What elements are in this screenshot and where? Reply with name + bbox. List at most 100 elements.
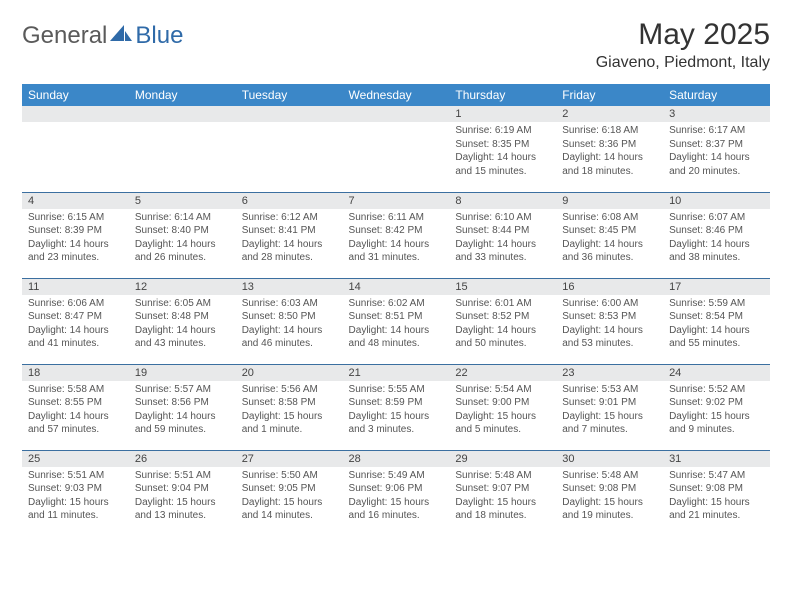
day-number: 30: [556, 451, 663, 467]
sunset-text: Sunset: 8:36 PM: [562, 138, 657, 152]
day-details: Sunrise: 6:15 AMSunset: 8:39 PMDaylight:…: [22, 209, 129, 269]
sunset-text: Sunset: 8:41 PM: [242, 224, 337, 238]
day-number: 5: [129, 193, 236, 209]
calendar-week-row: 18Sunrise: 5:58 AMSunset: 8:55 PMDayligh…: [22, 364, 770, 450]
day-details: Sunrise: 6:00 AMSunset: 8:53 PMDaylight:…: [556, 295, 663, 355]
calendar-cell: 20Sunrise: 5:56 AMSunset: 8:58 PMDayligh…: [236, 364, 343, 450]
sunset-text: Sunset: 8:55 PM: [28, 396, 123, 410]
sunset-text: Sunset: 8:56 PM: [135, 396, 230, 410]
day-details: Sunrise: 6:11 AMSunset: 8:42 PMDaylight:…: [343, 209, 450, 269]
day-details: Sunrise: 6:08 AMSunset: 8:45 PMDaylight:…: [556, 209, 663, 269]
sunset-text: Sunset: 8:52 PM: [455, 310, 550, 324]
sunrise-text: Sunrise: 5:50 AM: [242, 469, 337, 483]
day-number: [236, 106, 343, 122]
day-number: 21: [343, 365, 450, 381]
calendar-cell: 2Sunrise: 6:18 AMSunset: 8:36 PMDaylight…: [556, 106, 663, 192]
day-number: 9: [556, 193, 663, 209]
day-header: Monday: [129, 84, 236, 106]
calendar-cell: [236, 106, 343, 192]
daylight-text: Daylight: 14 hours and 28 minutes.: [242, 238, 337, 265]
sunrise-text: Sunrise: 5:56 AM: [242, 383, 337, 397]
day-details: Sunrise: 6:07 AMSunset: 8:46 PMDaylight:…: [663, 209, 770, 269]
sunrise-text: Sunrise: 6:15 AM: [28, 211, 123, 225]
sunset-text: Sunset: 8:37 PM: [669, 138, 764, 152]
daylight-text: Daylight: 15 hours and 19 minutes.: [562, 496, 657, 523]
daylight-text: Daylight: 15 hours and 21 minutes.: [669, 496, 764, 523]
calendar-cell: 22Sunrise: 5:54 AMSunset: 9:00 PMDayligh…: [449, 364, 556, 450]
sunset-text: Sunset: 8:40 PM: [135, 224, 230, 238]
day-details: Sunrise: 5:49 AMSunset: 9:06 PMDaylight:…: [343, 467, 450, 527]
calendar-table: Sunday Monday Tuesday Wednesday Thursday…: [22, 84, 770, 536]
logo-word2: Blue: [135, 22, 183, 50]
day-number: 6: [236, 193, 343, 209]
daylight-text: Daylight: 14 hours and 15 minutes.: [455, 151, 550, 178]
sunset-text: Sunset: 8:51 PM: [349, 310, 444, 324]
sunrise-text: Sunrise: 5:52 AM: [669, 383, 764, 397]
day-details: Sunrise: 5:57 AMSunset: 8:56 PMDaylight:…: [129, 381, 236, 441]
sunrise-text: Sunrise: 5:47 AM: [669, 469, 764, 483]
sunrise-text: Sunrise: 6:01 AM: [455, 297, 550, 311]
calendar-cell: 8Sunrise: 6:10 AMSunset: 8:44 PMDaylight…: [449, 192, 556, 278]
calendar-cell: 1Sunrise: 6:19 AMSunset: 8:35 PMDaylight…: [449, 106, 556, 192]
sunset-text: Sunset: 8:58 PM: [242, 396, 337, 410]
day-details: Sunrise: 6:14 AMSunset: 8:40 PMDaylight:…: [129, 209, 236, 269]
daylight-text: Daylight: 15 hours and 13 minutes.: [135, 496, 230, 523]
day-number: 10: [663, 193, 770, 209]
calendar-cell: 17Sunrise: 5:59 AMSunset: 8:54 PMDayligh…: [663, 278, 770, 364]
day-details: [343, 122, 450, 128]
calendar-cell: 5Sunrise: 6:14 AMSunset: 8:40 PMDaylight…: [129, 192, 236, 278]
calendar-cell: 14Sunrise: 6:02 AMSunset: 8:51 PMDayligh…: [343, 278, 450, 364]
day-number: [22, 106, 129, 122]
location-subtitle: Giaveno, Piedmont, Italy: [596, 54, 770, 72]
day-number: 15: [449, 279, 556, 295]
daylight-text: Daylight: 15 hours and 5 minutes.: [455, 410, 550, 437]
sunset-text: Sunset: 9:00 PM: [455, 396, 550, 410]
day-details: Sunrise: 6:06 AMSunset: 8:47 PMDaylight:…: [22, 295, 129, 355]
day-details: Sunrise: 6:18 AMSunset: 8:36 PMDaylight:…: [556, 122, 663, 182]
daylight-text: Daylight: 14 hours and 36 minutes.: [562, 238, 657, 265]
calendar-week-row: 4Sunrise: 6:15 AMSunset: 8:39 PMDaylight…: [22, 192, 770, 278]
sunset-text: Sunset: 8:47 PM: [28, 310, 123, 324]
day-number: 4: [22, 193, 129, 209]
sunset-text: Sunset: 8:39 PM: [28, 224, 123, 238]
sunrise-text: Sunrise: 6:11 AM: [349, 211, 444, 225]
day-number: 3: [663, 106, 770, 122]
sunrise-text: Sunrise: 5:55 AM: [349, 383, 444, 397]
sunset-text: Sunset: 8:53 PM: [562, 310, 657, 324]
daylight-text: Daylight: 15 hours and 14 minutes.: [242, 496, 337, 523]
day-number: 17: [663, 279, 770, 295]
day-details: [22, 122, 129, 128]
sunrise-text: Sunrise: 6:10 AM: [455, 211, 550, 225]
sunset-text: Sunset: 9:04 PM: [135, 482, 230, 496]
day-number: [343, 106, 450, 122]
sunset-text: Sunset: 8:44 PM: [455, 224, 550, 238]
calendar-cell: 21Sunrise: 5:55 AMSunset: 8:59 PMDayligh…: [343, 364, 450, 450]
sunrise-text: Sunrise: 6:14 AM: [135, 211, 230, 225]
day-number: 2: [556, 106, 663, 122]
calendar-cell: 31Sunrise: 5:47 AMSunset: 9:08 PMDayligh…: [663, 450, 770, 536]
day-details: Sunrise: 6:17 AMSunset: 8:37 PMDaylight:…: [663, 122, 770, 182]
day-header: Saturday: [663, 84, 770, 106]
calendar-week-row: 1Sunrise: 6:19 AMSunset: 8:35 PMDaylight…: [22, 106, 770, 192]
daylight-text: Daylight: 14 hours and 55 minutes.: [669, 324, 764, 351]
sunrise-text: Sunrise: 5:51 AM: [28, 469, 123, 483]
daylight-text: Daylight: 15 hours and 9 minutes.: [669, 410, 764, 437]
daylight-text: Daylight: 14 hours and 31 minutes.: [349, 238, 444, 265]
sunrise-text: Sunrise: 6:12 AM: [242, 211, 337, 225]
daylight-text: Daylight: 14 hours and 48 minutes.: [349, 324, 444, 351]
day-details: Sunrise: 6:10 AMSunset: 8:44 PMDaylight:…: [449, 209, 556, 269]
day-header: Thursday: [449, 84, 556, 106]
calendar-week-row: 11Sunrise: 6:06 AMSunset: 8:47 PMDayligh…: [22, 278, 770, 364]
day-number: [129, 106, 236, 122]
sunset-text: Sunset: 9:06 PM: [349, 482, 444, 496]
day-details: Sunrise: 5:47 AMSunset: 9:08 PMDaylight:…: [663, 467, 770, 527]
day-details: Sunrise: 5:58 AMSunset: 8:55 PMDaylight:…: [22, 381, 129, 441]
calendar-cell: 28Sunrise: 5:49 AMSunset: 9:06 PMDayligh…: [343, 450, 450, 536]
calendar-cell: 27Sunrise: 5:50 AMSunset: 9:05 PMDayligh…: [236, 450, 343, 536]
sunset-text: Sunset: 9:02 PM: [669, 396, 764, 410]
day-details: Sunrise: 6:19 AMSunset: 8:35 PMDaylight:…: [449, 122, 556, 182]
calendar-cell: 11Sunrise: 6:06 AMSunset: 8:47 PMDayligh…: [22, 278, 129, 364]
daylight-text: Daylight: 14 hours and 20 minutes.: [669, 151, 764, 178]
sunrise-text: Sunrise: 5:51 AM: [135, 469, 230, 483]
daylight-text: Daylight: 14 hours and 23 minutes.: [28, 238, 123, 265]
